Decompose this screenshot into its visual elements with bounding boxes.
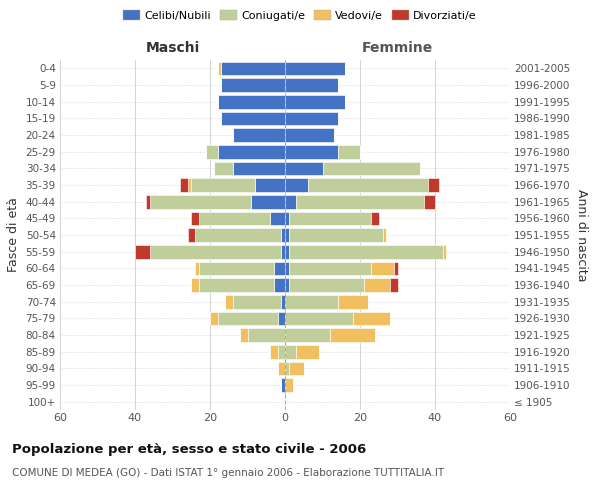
Bar [285, 262, 289, 275]
Bar [199, 262, 274, 275]
Bar [221, 112, 285, 125]
Bar [233, 295, 281, 308]
Bar [191, 178, 255, 192]
Bar [337, 295, 367, 308]
Bar [218, 312, 277, 325]
Bar [285, 162, 323, 175]
Bar [296, 195, 424, 208]
Bar [285, 62, 345, 75]
Bar [281, 228, 285, 242]
Bar [285, 78, 337, 92]
Bar [281, 295, 285, 308]
Bar [233, 162, 285, 175]
Bar [225, 295, 233, 308]
Bar [285, 145, 337, 158]
Bar [218, 62, 221, 75]
Bar [218, 145, 285, 158]
Bar [285, 345, 296, 358]
Bar [214, 162, 233, 175]
Bar [277, 345, 285, 358]
Text: COMUNE DI MEDEA (GO) - Dati ISTAT 1° gennaio 2006 - Elaborazione TUTTITALIA.IT: COMUNE DI MEDEA (GO) - Dati ISTAT 1° gen… [12, 468, 444, 477]
Bar [285, 362, 289, 375]
Bar [240, 328, 248, 342]
Text: Femmine: Femmine [362, 41, 433, 55]
Bar [135, 245, 150, 258]
Text: Maschi: Maschi [145, 41, 200, 55]
Bar [424, 195, 435, 208]
Bar [390, 278, 398, 292]
Bar [289, 278, 364, 292]
Bar [270, 345, 277, 358]
Bar [427, 178, 439, 192]
Bar [233, 128, 285, 142]
Bar [221, 78, 285, 92]
Bar [274, 262, 285, 275]
Bar [383, 228, 386, 242]
Bar [296, 345, 319, 358]
Bar [206, 145, 218, 158]
Bar [443, 245, 446, 258]
Bar [371, 262, 394, 275]
Bar [285, 295, 337, 308]
Bar [251, 195, 285, 208]
Bar [285, 278, 289, 292]
Bar [285, 128, 334, 142]
Bar [285, 328, 330, 342]
Bar [191, 278, 199, 292]
Bar [285, 378, 293, 392]
Bar [289, 228, 383, 242]
Bar [289, 212, 371, 225]
Bar [364, 278, 390, 292]
Bar [150, 245, 281, 258]
Bar [323, 162, 420, 175]
Bar [150, 195, 251, 208]
Bar [285, 212, 289, 225]
Bar [285, 95, 345, 108]
Bar [330, 328, 375, 342]
Bar [199, 278, 274, 292]
Bar [337, 145, 360, 158]
Legend: Celibi/Nubili, Coniugati/e, Vedovi/e, Divorziati/e: Celibi/Nubili, Coniugati/e, Vedovi/e, Di… [119, 6, 481, 25]
Bar [218, 95, 285, 108]
Bar [308, 178, 427, 192]
Bar [195, 262, 199, 275]
Y-axis label: Fasce di età: Fasce di età [7, 198, 20, 272]
Bar [255, 178, 285, 192]
Bar [281, 245, 285, 258]
Bar [187, 228, 195, 242]
Bar [210, 312, 218, 325]
Bar [353, 312, 390, 325]
Bar [277, 362, 285, 375]
Bar [285, 228, 289, 242]
Text: Popolazione per età, sesso e stato civile - 2006: Popolazione per età, sesso e stato civil… [12, 442, 366, 456]
Bar [195, 228, 281, 242]
Bar [285, 178, 308, 192]
Bar [285, 195, 296, 208]
Bar [289, 245, 443, 258]
Bar [371, 212, 379, 225]
Bar [248, 328, 285, 342]
Y-axis label: Anni di nascita: Anni di nascita [575, 188, 587, 281]
Bar [285, 112, 337, 125]
Bar [289, 262, 371, 275]
Bar [285, 245, 289, 258]
Bar [277, 312, 285, 325]
Bar [199, 212, 270, 225]
Bar [187, 178, 191, 192]
Bar [394, 262, 398, 275]
Bar [274, 278, 285, 292]
Bar [191, 212, 199, 225]
Bar [146, 195, 150, 208]
Bar [285, 312, 353, 325]
Bar [289, 362, 304, 375]
Bar [221, 62, 285, 75]
Bar [180, 178, 187, 192]
Bar [281, 378, 285, 392]
Bar [270, 212, 285, 225]
